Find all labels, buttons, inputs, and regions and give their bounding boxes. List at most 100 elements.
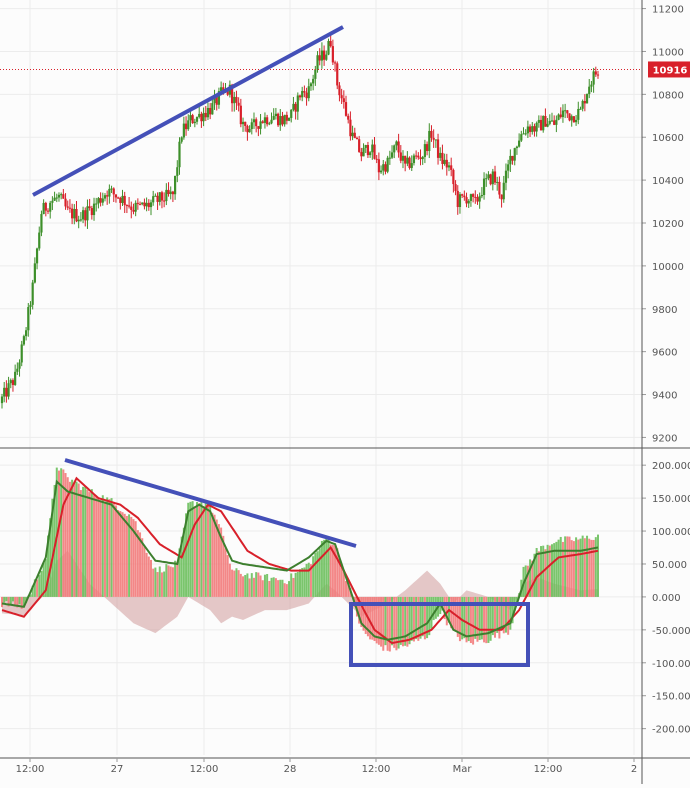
histogram-bar [255,572,258,597]
histogram-bar [119,511,122,597]
candle-body [268,123,271,125]
candle-body [463,195,466,198]
candle-body [312,78,315,84]
x-tick-label: 12:00 [16,764,45,775]
histogram-bar [469,596,472,644]
histogram-bar [130,516,133,597]
histogram-bar [112,502,115,597]
candle-body [220,87,223,92]
histogram-bar [90,489,93,597]
candle-body [493,171,497,183]
histogram-bar [399,596,402,645]
histogram-bar [36,579,39,597]
candle-body [478,196,481,202]
histogram-bar [7,596,10,607]
candle-body [263,117,267,123]
price-tick-label: 11200 [652,5,684,16]
candle-body [84,210,87,221]
candle-body [147,202,150,208]
histogram-bar [97,498,100,597]
histogram-bar [174,560,177,597]
histogram-bar [150,559,152,597]
histogram-bar [244,575,247,597]
histogram-bar [178,548,181,597]
x-tick-label: 27 [111,764,124,775]
histogram-bar [382,596,385,651]
histogram-bar [334,545,337,597]
histogram-bar [165,564,168,597]
histogram-bar [544,549,547,597]
histogram-bar [206,505,209,597]
x-tick-label: 12:00 [362,764,391,775]
price-tick-label: 9200 [652,433,677,444]
histogram-bar [117,510,120,597]
histogram-bar [237,570,240,597]
candle-body [434,139,437,141]
histogram-bar [478,596,481,641]
histogram-bar [410,596,413,641]
histogram-bar [233,570,236,597]
histogram-bar [152,568,155,597]
histogram-bar [412,596,415,642]
candle-body [138,203,142,205]
histogram-bar [204,502,207,597]
histogram-bar [388,596,391,652]
candle-body [130,206,133,210]
histogram-bar [579,538,582,597]
histogram-bar [336,548,339,597]
price-tick-label: 9400 [652,391,677,402]
candle-body [515,146,519,149]
candle-body [75,208,78,222]
histogram-bar [489,596,492,641]
histogram-bar [548,545,551,597]
histogram-bar [66,477,69,597]
candle-body [333,62,337,64]
candle-body [88,206,91,209]
histogram-bar [290,573,293,597]
candle-body [480,195,483,197]
candle-body [498,181,501,195]
histogram-bar [185,513,188,597]
histogram-bar [465,596,468,643]
candle-body [379,170,383,173]
histogram-bar [373,596,376,642]
candle-body [570,116,573,121]
histogram-bar [106,497,109,597]
histogram-bar [575,537,578,597]
candle-body [533,126,536,132]
histogram-bar [309,564,312,597]
candle-body [539,119,543,131]
histogram-bar [428,596,431,636]
candle-body [233,96,236,104]
histogram-bar [187,502,190,597]
candle-body [585,94,589,104]
candle-body [526,126,529,134]
histogram-bar [5,596,8,602]
histogram-bar [31,585,34,597]
candle-body [42,202,45,215]
histogram-bar [68,481,71,597]
histogram-bar [279,579,282,597]
histogram-bar [362,596,365,631]
histogram-bar [305,563,308,597]
histogram-bar [160,572,163,597]
candle-body [279,116,282,126]
candle-body [123,195,126,206]
candle-body [244,121,247,126]
histogram-bar [408,596,411,645]
candle-body [9,380,12,384]
candle-body [252,119,256,123]
histogram-bar [550,544,553,597]
candle-body [325,54,328,60]
histogram-bar [147,556,150,597]
histogram-bar [29,594,32,597]
candle-body [401,155,405,161]
histogram-bar [557,539,560,597]
histogram-bar [136,530,139,597]
x-tick-label: 28 [284,764,297,775]
candle-body [158,192,161,202]
histogram-bar [312,556,315,597]
candle-body [331,46,334,63]
histogram-bar [463,596,466,639]
